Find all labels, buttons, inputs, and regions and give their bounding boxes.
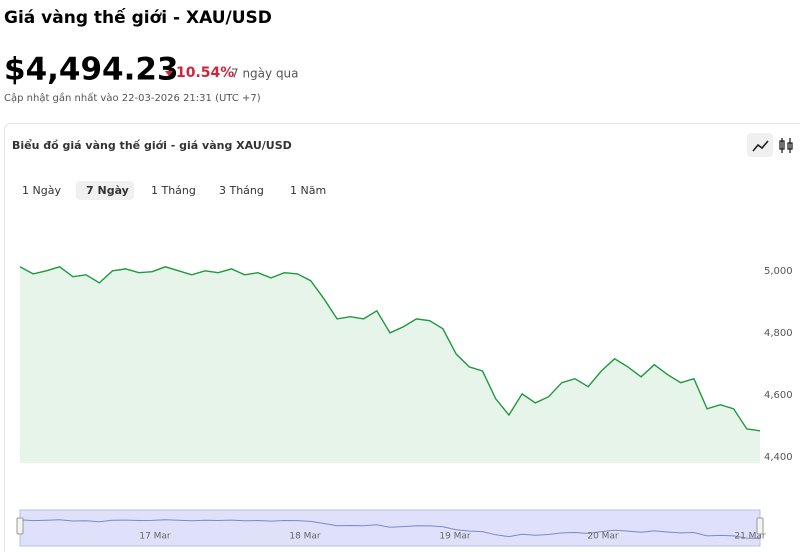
navigator-handle[interactable] (16, 517, 24, 535)
navigator-bg (19, 509, 761, 547)
card-title: Biểu đồ giá vàng thế giới - giá vàng XAU… (12, 139, 292, 152)
navigator-label: 21 Mar (734, 532, 766, 542)
y-tick-label: 4,800 (764, 328, 793, 339)
navigator-line (19, 519, 761, 539)
tabs: 1 Ngày 7 Ngày 1 Tháng 3 Tháng 1 Năm (22, 181, 326, 200)
y-tick-label: 4,400 (764, 452, 793, 463)
navigator-label: 19 Mar (439, 532, 471, 542)
tab[interactable]: 1 Năm (290, 184, 326, 197)
area (20, 266, 760, 463)
candle-button[interactable] (779, 138, 793, 153)
tab[interactable]: 1 Tháng (151, 184, 196, 197)
period: 7 ngày qua (231, 67, 299, 81)
tab[interactable]: 3 Tháng (219, 184, 264, 197)
line-chart-button[interactable] (747, 133, 773, 157)
navigator-handle[interactable] (756, 517, 764, 535)
page-title: Giá vàng thế giới - XAU/USD (4, 7, 272, 28)
plot: 4,400 4,600 4,800 5,000 (19, 266, 793, 463)
active-tab-bg (76, 181, 134, 200)
chart-card (4, 123, 800, 552)
y-tick-label: 5,000 (764, 266, 793, 277)
tab[interactable]: 7 Ngày (86, 184, 129, 197)
navigator-label: 20 Mar (587, 532, 619, 542)
change: 10.54% (176, 65, 234, 81)
price-line (19, 266, 761, 432)
price: $4,494.23 (4, 52, 179, 88)
down-arrow (165, 71, 173, 76)
tab[interactable]: 1 Ngày (22, 184, 61, 197)
updated: Cập nhật gần nhất vào 22-03-2026 21:31 (… (4, 92, 261, 104)
navigator-label: 17 Mar (139, 532, 171, 542)
y-tick-label: 4,600 (764, 390, 793, 401)
line-icon (752, 140, 769, 152)
navigator: 17 Mar 18 Mar 19 Mar 20 Mar 21 Mar (16, 509, 766, 547)
navigator-label: 18 Mar (289, 532, 321, 542)
